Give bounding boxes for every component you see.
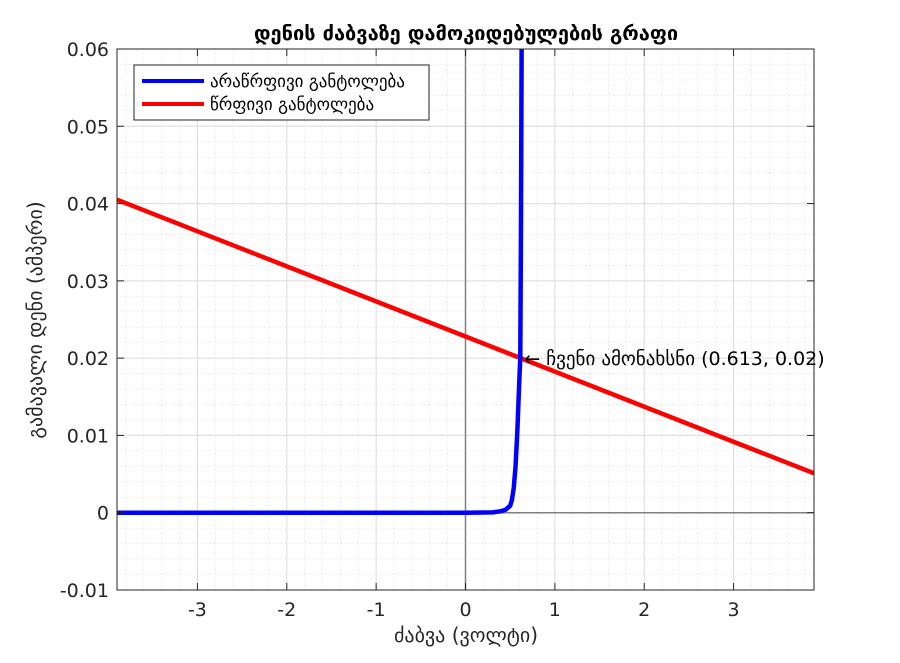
x-tick-label: 1	[549, 599, 561, 621]
legend: არაწრფივი განტოლება წრფივი განტოლება	[133, 64, 430, 121]
series-layer	[117, 49, 814, 515]
x-tick-label: -2	[277, 599, 296, 621]
x-tick-label: 3	[728, 599, 740, 621]
x-tick-label: -1	[367, 599, 386, 621]
y-tick-label: 0.01	[67, 425, 109, 447]
y-tick-label: 0.04	[67, 194, 109, 216]
legend-label-nonlinear: არაწრფივი განტოლება	[210, 72, 405, 92]
y-axis-ticks	[117, 48, 814, 591]
legend-box	[133, 64, 430, 121]
series-line-nonlinear	[117, 49, 524, 515]
y-tick-label: 0.03	[67, 271, 109, 293]
y-axis-label: გამავალი დენი (ამპერი)	[23, 201, 47, 438]
y-tick-label: 0.06	[67, 39, 109, 61]
y-tick-label: 0.05	[67, 116, 109, 138]
y-tick-label: 0.02	[67, 348, 109, 370]
series-line-linear	[117, 197, 814, 476]
x-tick-label: 0	[459, 599, 471, 621]
y-axis-tick-labels: -0.01 0 0.01 0.02 0.03 0.04 0.05 0.06	[60, 39, 109, 602]
legend-label-linear: წრფივი განტოლება	[210, 95, 374, 115]
x-axis-tick-labels: -3 -2 -1 0 1 2 3	[188, 599, 740, 621]
x-tick-label: -3	[188, 599, 207, 621]
x-tick-label: 2	[638, 599, 650, 621]
solution-annotation: ← ჩვენი ამონახსნი (0.613, 0.02)	[524, 348, 824, 370]
chart-title: დენის ძაბვაზე დამოკიდებულების გრაფი	[254, 21, 678, 45]
x-axis-label: ძაბვა (ვოლტი)	[394, 623, 538, 647]
x-axis-ticks	[196, 49, 735, 590]
y-tick-label: -0.01	[60, 580, 109, 602]
y-tick-label: 0	[97, 503, 109, 525]
